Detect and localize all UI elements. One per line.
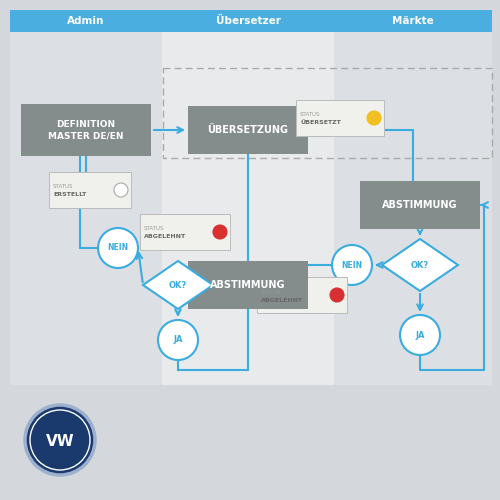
Text: NEIN: NEIN [108, 244, 128, 252]
Polygon shape [382, 239, 458, 291]
Bar [360, 181, 480, 229]
Bar [188, 261, 308, 309]
Text: ABGELEHNT: ABGELEHNT [144, 234, 186, 240]
Bar [334, 32, 492, 385]
Text: NEIN: NEIN [342, 260, 362, 270]
Bar [334, 10, 492, 32]
Text: STATUS: STATUS [53, 184, 74, 190]
Bar [188, 106, 308, 154]
Text: STATUS: STATUS [144, 226, 165, 232]
Text: STATUS: STATUS [261, 290, 281, 294]
Text: ÜBERSETZUNG: ÜBERSETZUNG [208, 125, 288, 135]
Text: ÜBERSETZT: ÜBERSETZT [300, 120, 341, 126]
Text: Übersetzer: Übersetzer [216, 16, 280, 26]
Polygon shape [143, 261, 213, 309]
Bar [21, 104, 151, 156]
Circle shape [332, 245, 372, 285]
Text: JA: JA [415, 330, 425, 340]
Text: OK?: OK? [169, 280, 187, 289]
Circle shape [367, 111, 381, 125]
Text: STATUS: STATUS [300, 112, 320, 117]
Text: Märkte: Märkte [392, 16, 434, 26]
Bar [10, 32, 162, 385]
Text: DEFINITION
MASTER DE/EN: DEFINITION MASTER DE/EN [48, 120, 124, 140]
Circle shape [158, 320, 198, 360]
Bar [162, 10, 334, 32]
Text: VW: VW [46, 434, 74, 450]
Circle shape [213, 225, 227, 239]
Circle shape [330, 288, 344, 302]
Bar [10, 10, 162, 32]
Bar [162, 32, 334, 385]
Bar [296, 100, 384, 136]
Text: ERSTELLT: ERSTELLT [53, 192, 86, 198]
Text: OK?: OK? [411, 260, 429, 270]
Text: Admin: Admin [68, 16, 104, 26]
Circle shape [98, 228, 138, 268]
Text: JA: JA [174, 336, 183, 344]
Text: ABGELEHNT: ABGELEHNT [261, 298, 303, 302]
Bar [257, 277, 347, 313]
Text: ABSTIMMUNG: ABSTIMMUNG [210, 280, 286, 290]
Circle shape [25, 405, 95, 475]
Circle shape [114, 183, 128, 197]
Circle shape [400, 315, 440, 355]
Bar [163, 68, 492, 158]
Bar [140, 214, 230, 250]
Bar [49, 172, 131, 208]
Text: ABSTIMMUNG: ABSTIMMUNG [382, 200, 458, 210]
